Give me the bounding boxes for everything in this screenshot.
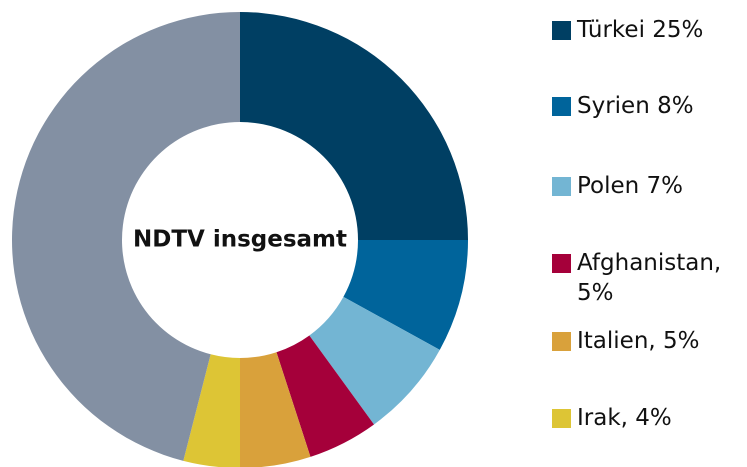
legend-item: Polen 7% bbox=[552, 171, 742, 201]
legend-item: Irak, 4% bbox=[552, 403, 742, 433]
donut-slice bbox=[343, 240, 468, 350]
legend-item: Afghanistan, 5% bbox=[552, 248, 742, 308]
donut-slice bbox=[276, 335, 375, 457]
legend-label: Türkei 25% bbox=[577, 17, 704, 43]
legend-swatch bbox=[552, 254, 571, 273]
donut-slice bbox=[240, 352, 311, 467]
legend-label: Irak, 4% bbox=[577, 405, 672, 431]
donut-slice bbox=[183, 354, 240, 467]
legend-label: Afghanistan, 5% bbox=[577, 250, 722, 306]
legend-item: Türkei 25% bbox=[552, 15, 742, 45]
chart: NDTV insgesamt bbox=[12, 12, 468, 467]
donut-slice bbox=[12, 12, 241, 461]
legend-swatch bbox=[552, 21, 571, 40]
legend-item: Syrien 8% bbox=[552, 91, 742, 121]
legend-swatch bbox=[552, 409, 571, 428]
legend-swatch bbox=[552, 97, 571, 116]
legend-swatch bbox=[552, 332, 571, 351]
legend-label: Syrien 8% bbox=[577, 93, 694, 119]
legend-swatch bbox=[552, 177, 571, 196]
legend-label: Polen 7% bbox=[577, 173, 684, 199]
legend-item: Italien, 5% bbox=[552, 326, 742, 356]
donut-slice bbox=[309, 296, 440, 425]
legend-label: Italien, 5% bbox=[577, 328, 700, 354]
chart-title: NDTV insgesamt bbox=[133, 227, 347, 253]
donut-slice bbox=[240, 12, 468, 240]
donut bbox=[12, 12, 468, 467]
